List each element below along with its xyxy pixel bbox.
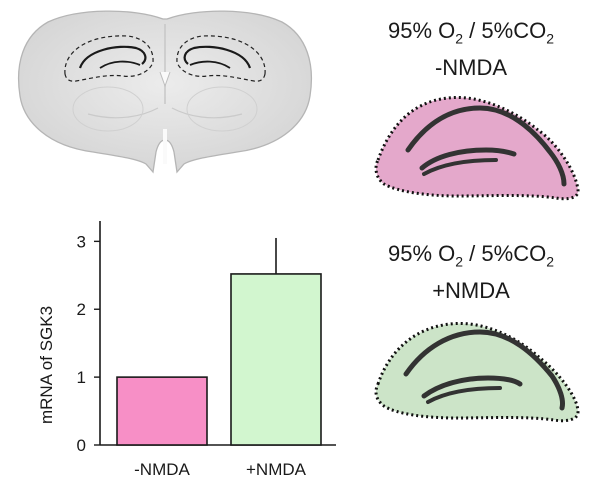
condition-label-plus: 95% O2 / 5%CO2 +NMDA [356,239,586,306]
right-hippocampus-region [176,35,266,82]
gas-label-line: 95% O2 / 5%CO2 [388,241,554,270]
nmda-condition-text: -NMDA [434,55,508,81]
chart-svg: mRNA of SGK3 0 1 2 3 -NMDA +NMDA [37,221,336,479]
gas-label-line: 95% O2 / 5%CO2 [388,18,554,47]
bar-minus-nmda [116,376,208,446]
y-tick-label: 0 [77,436,86,455]
left-hippocampus-region [64,35,154,82]
brain-coronal-section [8,4,323,184]
condition-label-minus: 95% O2 / 5%CO2 -NMDA [356,16,586,83]
y-tick-label: 1 [77,368,86,387]
nmda-condition-text: +NMDA [432,278,510,304]
bar-plus-nmda [230,273,322,446]
x-category-label: +NMDA [246,460,307,479]
x-category-label: -NMDA [134,460,190,479]
hippocampal-slice-plus-nmda [368,314,588,424]
sgk3-bar-chart: mRNA of SGK3 0 1 2 3 -NMDA +NMDA [0,205,350,481]
y-axis-label: mRNA of SGK3 [37,306,56,424]
hippocampal-slice-minus-nmda [368,92,588,202]
y-tick-label: 2 [77,300,86,319]
y-tick-label: 3 [77,232,86,251]
